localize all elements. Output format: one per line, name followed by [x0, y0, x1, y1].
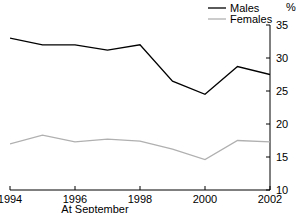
y-tick [266, 190, 270, 191]
y-tick-label: 20 [276, 118, 288, 130]
y-tick [266, 91, 270, 92]
y-tick-label: 25 [276, 85, 288, 97]
y-tick-label: 30 [276, 52, 288, 64]
y-axis [270, 25, 271, 190]
y-tick-label: 35 [276, 19, 288, 31]
legend-label: Females [230, 13, 273, 25]
legend-swatch [208, 18, 226, 19]
x-tick [10, 186, 11, 190]
x-tick-label: 2000 [193, 193, 217, 205]
y-tick [266, 58, 270, 59]
chart-svg: 10152025303519941996199820002002%At Sept… [0, 0, 308, 213]
y-tick-label: 15 [276, 151, 288, 163]
series-line [10, 135, 270, 159]
series-line [10, 38, 270, 94]
y-axis-label: % [286, 1, 296, 13]
chart: 10152025303519941996199820002002%At Sept… [0, 0, 308, 213]
x-tick-label: 1994 [0, 193, 22, 205]
x-tick [205, 186, 206, 190]
x-tick-label: 1998 [128, 193, 152, 205]
x-axis-label: At September [61, 203, 129, 213]
plot-area [10, 38, 270, 159]
x-tick [270, 186, 271, 190]
y-tick [266, 124, 270, 125]
legend: MalesFemales [208, 2, 273, 25]
x-tick-label: 2002 [258, 193, 282, 205]
x-tick [75, 186, 76, 190]
y-tick [266, 157, 270, 158]
legend-swatch [208, 7, 226, 8]
x-tick [140, 186, 141, 190]
